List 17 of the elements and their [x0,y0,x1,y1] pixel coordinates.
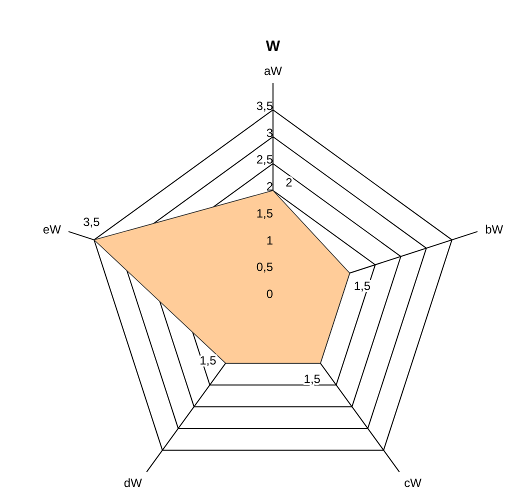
spoke-label: eW [42,222,62,236]
spoke-label: bW [485,222,504,236]
y-tick-label: 3,5 [256,98,274,113]
spoke-label: cW [404,476,422,490]
y-tick-label: 2 [266,180,274,194]
y-tick-label: 2,5 [256,152,274,167]
y-tick-label: 1 [266,233,274,248]
data-label: 1,5 [304,372,321,386]
y-tick-label: 1,5 [256,206,274,220]
y-tick-label: 0,5 [256,260,274,274]
spoke-label: aW [264,64,283,78]
spoke-label: dW [124,476,143,490]
chart-title: W [264,38,282,55]
y-tick-label: 0 [266,287,274,301]
y-tick-label: 3 [266,126,274,140]
data-label: 2 [286,176,293,190]
data-label: 3,5 [83,215,100,230]
